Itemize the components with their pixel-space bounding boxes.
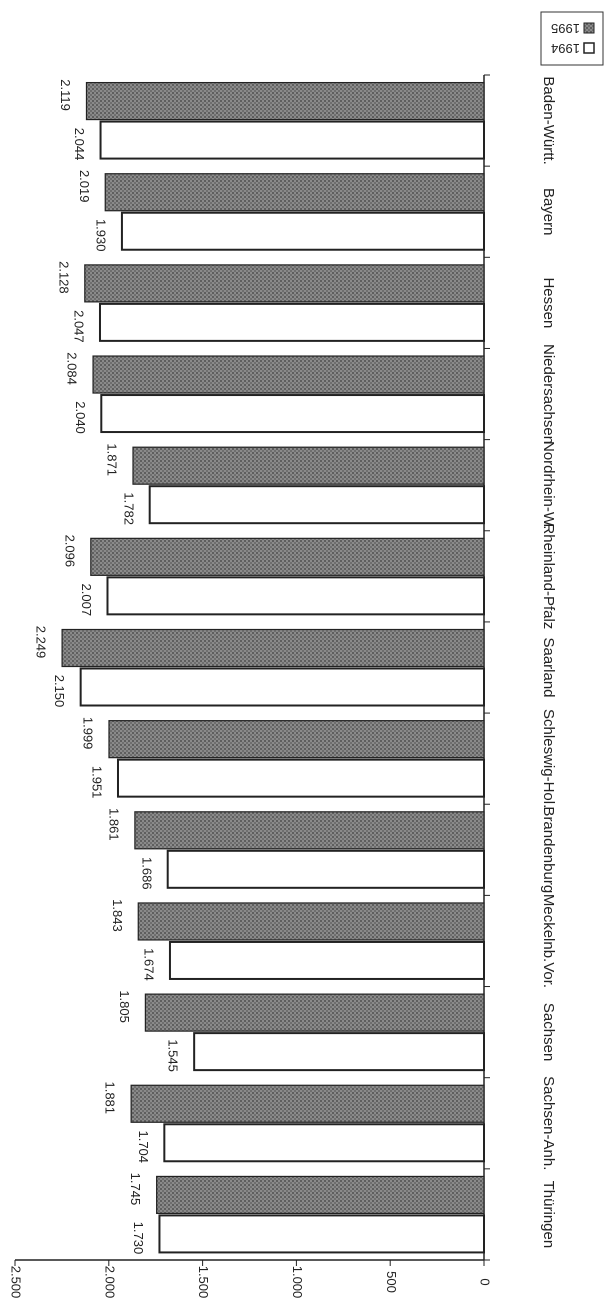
legend-box [540,11,604,66]
value-label-1995: 1.881 [103,1081,118,1114]
bar-1995 [104,173,485,212]
value-label-1994: 1.545 [166,1039,181,1072]
legend-label-1994: 1994 [551,41,580,56]
legend-swatch-1995 [583,22,595,34]
value-label-1995: 1.745 [128,1173,143,1206]
value-label-1994: 1.930 [93,219,108,252]
category-label: Niedersachsen [540,344,557,444]
value-label-1994: 2.007 [79,584,94,617]
bar-1995 [132,446,485,485]
bar-1994 [158,1214,485,1254]
value-tick-label: 0 [478,1278,493,1285]
legend: 1994 1995 [540,11,604,66]
value-label-1994: 1.686 [139,857,154,890]
value-tick-label: 2.000 [102,1266,117,1299]
bar-1994 [79,667,485,707]
legend-swatch-1994 [583,42,595,54]
value-label-1995: 1.861 [106,808,121,841]
bar-1994 [166,849,486,889]
value-label-1994: 2.044 [72,128,87,161]
category-label: Nordrhein-W. [540,441,557,529]
bar-1994 [193,1032,486,1072]
value-label-1995: 1.805 [117,990,132,1023]
value-label-1995: 2.128 [56,261,71,294]
value-label-1994: 2.047 [72,310,87,343]
bar-1994 [168,940,485,980]
value-label-1995: 1.999 [81,717,96,750]
bar-1995 [85,81,485,121]
value-label-1994: 1.951 [90,766,105,799]
bar-1995 [134,811,485,850]
value-label-1994: 1.730 [131,1222,146,1255]
category-label: Brandenburg [540,806,557,893]
category-label: Thüringen [540,1181,557,1249]
bar-1994 [163,1123,486,1163]
category-label: Saarland [540,637,557,697]
legend-label-1995: 1995 [551,21,580,36]
bar-1994 [99,120,486,160]
value-label-1995: 1.843 [110,899,125,932]
value-label-1994: 2.150 [52,675,67,708]
bar-1995 [144,993,485,1032]
bar-1994 [100,394,486,434]
labels: 2.119 2.044 Baden-Württ. 2.019 1.930 Bayern 2.… [34,76,557,1254]
bars [61,81,486,1254]
value-label-1995: 2.119 [58,79,73,111]
value-tick-label: 1.000 [290,1266,305,1299]
value-label-1994: 1.674 [142,948,157,981]
bar-1995 [156,1175,485,1215]
value-tick-label: 500 [384,1271,399,1293]
bar-1995 [90,537,485,576]
bar-1994 [98,302,486,342]
bar-1994 [116,758,485,798]
category-label: Rheinland-Pfalz [540,523,557,629]
bar-1994 [106,576,486,616]
bar-1995 [61,628,485,668]
bar-1994 [120,211,485,251]
bar-1995 [84,264,485,303]
value-tick-label: 2.500 [9,1266,24,1299]
category-label: Sachsen [540,1003,557,1061]
category-label: Baden-Württ. [540,76,557,164]
category-label: Schleswig-Hol. [540,709,557,808]
category-label: Meckelnb.Vor. [540,894,557,988]
value-tick-label: 1.500 [196,1266,211,1299]
bar-1995 [92,355,485,394]
category-label: Hessen [540,277,557,328]
value-label-1995: 2.019 [77,170,92,203]
bar-1995 [130,1084,485,1123]
value-label-1994: 2.040 [73,401,88,434]
value-label-1995: 2.249 [34,626,49,659]
value-label-1994: 1.704 [136,1130,151,1163]
bar-1994 [148,485,485,525]
value-label-1995: 1.871 [105,443,120,476]
bar-1995 [108,720,485,759]
bar-1995 [137,902,485,941]
value-label-1995: 2.084 [65,352,80,385]
category-label: Sachsen-Anh. [540,1076,557,1170]
value-label-1995: 2.096 [62,535,77,568]
value-label-1994: 1.782 [121,492,136,525]
category-label: Bayern [540,188,557,236]
